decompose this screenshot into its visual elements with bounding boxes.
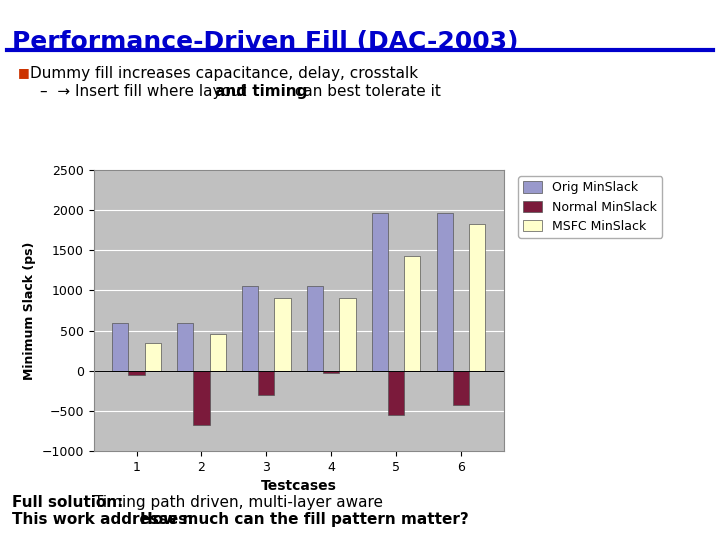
Bar — [128, 370, 145, 375]
Text: Timing path driven, multi-layer aware: Timing path driven, multi-layer aware — [94, 495, 383, 510]
Y-axis label: Minimum Slack (ps): Minimum Slack (ps) — [23, 241, 36, 380]
Bar — [145, 342, 161, 370]
Text: ■: ■ — [18, 66, 30, 79]
Text: How much can the fill pattern matter?: How much can the fill pattern matter? — [140, 512, 469, 527]
Bar — [453, 370, 469, 405]
Bar — [177, 322, 194, 370]
X-axis label: Testcases: Testcases — [261, 479, 337, 493]
Bar — [372, 213, 388, 370]
Text: Performance-Driven Fill (DAC-2003): Performance-Driven Fill (DAC-2003) — [12, 30, 518, 54]
Bar — [242, 286, 258, 370]
Bar — [307, 286, 323, 370]
Legend: Orig MinSlack, Normal MinSlack, MSFC MinSlack: Orig MinSlack, Normal MinSlack, MSFC Min… — [518, 177, 662, 238]
Text: Dummy fill increases capacitance, delay, crosstalk: Dummy fill increases capacitance, delay,… — [30, 66, 418, 81]
Bar — [112, 322, 128, 370]
Text: Full solution:: Full solution: — [12, 495, 134, 510]
Bar — [258, 370, 274, 395]
Text: This work addresses:: This work addresses: — [12, 512, 210, 527]
Bar — [194, 370, 210, 425]
Text: –  → Insert fill where layout: – → Insert fill where layout — [40, 84, 251, 99]
Bar — [469, 224, 485, 370]
Bar — [437, 213, 453, 370]
Bar — [388, 370, 404, 415]
Bar — [274, 299, 291, 370]
Bar — [404, 256, 420, 370]
Text: can best tolerate it: can best tolerate it — [290, 84, 441, 99]
Bar — [323, 370, 339, 373]
Text: and timing: and timing — [215, 84, 307, 99]
Bar — [210, 334, 226, 370]
Bar — [339, 299, 356, 370]
